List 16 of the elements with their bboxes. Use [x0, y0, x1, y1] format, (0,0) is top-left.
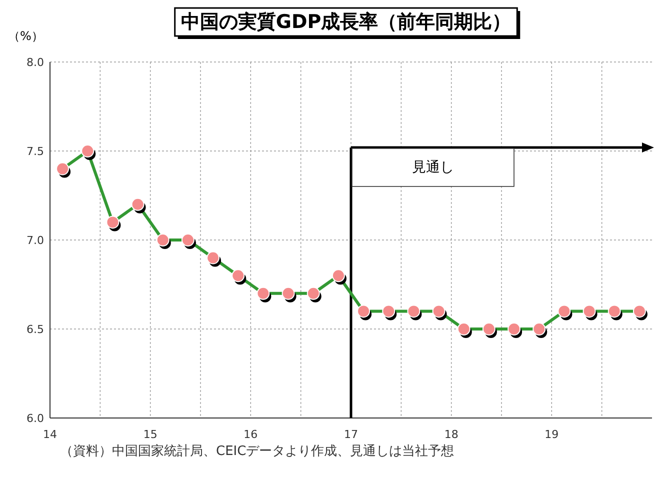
- y-tick-label: 7.5: [26, 145, 44, 158]
- ref-line-label: 見通し: [412, 159, 454, 176]
- y-tick-label: 6.0: [26, 412, 44, 425]
- y-tick-label: 8.0: [26, 56, 44, 69]
- y-tick-label: 7.0: [26, 234, 44, 247]
- y-tick-label: 6.5: [26, 323, 44, 336]
- x-tick-label: 14: [43, 428, 57, 441]
- title: 中国の実質GDP成長率（前年同期比）: [174, 7, 520, 39]
- x-tick-label: 15: [143, 428, 158, 441]
- x-tick-label: 18: [444, 428, 458, 441]
- y-axis-title: （%）: [8, 29, 44, 43]
- x-tick-label: 19: [544, 428, 559, 441]
- text: （資料）中国国家統計局、CEICデータより作成、見通しは当社予想: [60, 443, 454, 459]
- x-tick-label: 16: [244, 428, 258, 441]
- chart-title: 中国の実質GDP成長率（前年同期比）: [180, 11, 512, 33]
- x-tick-label: 17: [344, 428, 358, 441]
